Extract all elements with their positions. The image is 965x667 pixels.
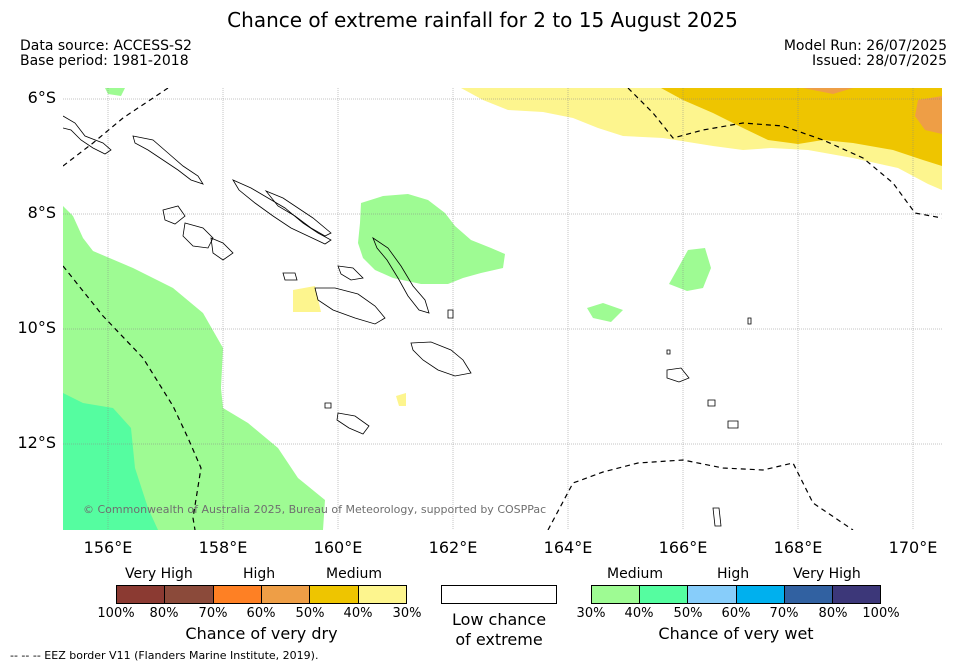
- wet-region-east: [669, 248, 711, 291]
- wet-tick-80: 80%: [818, 606, 848, 621]
- dry-swatch-1: [117, 586, 166, 603]
- low-chance-line2: of extreme: [455, 630, 543, 649]
- lat-label-6s: 6°S: [27, 88, 56, 107]
- island-malaita: [372, 236, 430, 314]
- island-russell: [282, 272, 298, 281]
- dry-tick-30: 30%: [392, 606, 422, 621]
- dry-cat-high: High: [243, 566, 276, 582]
- low-chance-line1: Low chance: [451, 610, 547, 629]
- dry-region-north-mid: [661, 88, 942, 166]
- island-rennell: [336, 412, 370, 435]
- wet-tick-70: 70%: [769, 606, 799, 621]
- wet-cat-high: High: [717, 566, 750, 582]
- wet-region-small: [587, 303, 623, 322]
- dry-tick-70: 70%: [198, 606, 228, 621]
- wet-cat-medium: Medium: [607, 566, 663, 582]
- wet-swatch-3: [688, 586, 737, 603]
- model-run: Model Run: 26/07/2025: [783, 38, 947, 54]
- page-title: Chance of extreme rainfall for 2 to 15 A…: [227, 8, 738, 32]
- lon-label-164e: 164°E: [543, 538, 593, 557]
- island-new-georgia: [162, 205, 186, 225]
- map-panel: © Commonwealth of Australia 2025, Bureau…: [63, 88, 942, 530]
- island-reef: [666, 349, 671, 355]
- dry-swatch-3: [213, 586, 262, 603]
- island-vella: [182, 222, 214, 249]
- dry-cat-very-high: Very High: [125, 566, 193, 582]
- dry-swatch-4: [261, 586, 311, 603]
- island-kolombangara: [210, 237, 234, 261]
- island-vanikoro: [727, 420, 739, 429]
- island-png: [63, 115, 112, 155]
- wet-region-central: [358, 194, 505, 284]
- island-santa-cruz: [666, 367, 690, 383]
- dry-tick-60: 60%: [246, 606, 276, 621]
- wet-tick-40: 40%: [624, 606, 654, 621]
- data-source: Data source: ACCESS-S2: [20, 38, 192, 54]
- lon-label-168e: 168°E: [773, 538, 823, 557]
- wet-tick-30: 30%: [576, 606, 606, 621]
- dry-region-north-high: [915, 96, 942, 134]
- wet-cat-very-high: Very High: [793, 566, 861, 582]
- dry-swatch-5: [310, 586, 359, 603]
- island-bougainville: [132, 135, 204, 185]
- dry-swatch-6: [358, 586, 406, 603]
- eez-png-solomons-west: [63, 265, 202, 530]
- eez-png-solomons-north: [63, 88, 169, 167]
- dry-region-north-high-2: [803, 88, 853, 94]
- lat-label-8s: 8°S: [27, 203, 56, 222]
- lon-label-156e: 156°E: [83, 538, 133, 557]
- dry-region-patch: [293, 286, 321, 312]
- lat-label-10s: 10°S: [17, 318, 56, 337]
- lon-label-160e: 160°E: [313, 538, 363, 557]
- dry-region-patch-2: [396, 393, 406, 406]
- wet-region-west-dark: [63, 393, 158, 530]
- eez-note: -- -- -- EEZ border V11 (Flanders Marine…: [10, 649, 319, 662]
- island-utupua: [707, 399, 716, 407]
- island-ulawa: [447, 309, 454, 319]
- dry-tick-40: 40%: [343, 606, 373, 621]
- lon-label-166e: 166°E: [658, 538, 708, 557]
- wet-region-north: [105, 88, 125, 96]
- wet-tick-100: 100%: [862, 606, 900, 621]
- coastlines: [63, 115, 752, 527]
- lon-label-170e: 170°E: [888, 538, 938, 557]
- rainfall-map: [63, 88, 942, 530]
- lon-label-162e: 162°E: [428, 538, 478, 557]
- wet-swatch-4: [736, 586, 785, 603]
- grid: [63, 88, 942, 530]
- wet-swatch-2: [640, 586, 689, 603]
- island-bellona: [324, 402, 332, 409]
- dry-colorbar: [116, 585, 407, 604]
- dry-swatch-2: [165, 586, 214, 603]
- wet-tick-50: 50%: [673, 606, 703, 621]
- eez-borders: [63, 88, 942, 530]
- dry-tick-80: 80%: [149, 606, 179, 621]
- dry-legend-title: Chance of very dry: [185, 624, 338, 643]
- wet-colorbar: [591, 585, 881, 604]
- island-florida: [337, 265, 364, 281]
- low-chance-swatch: [441, 585, 557, 604]
- wet-swatch-5: [784, 586, 833, 603]
- issued-date: Issued: 28/07/2025: [812, 53, 947, 69]
- island-santa-isabel: [264, 190, 332, 237]
- dry-tick-50: 50%: [295, 606, 325, 621]
- lat-label-12s: 12°S: [17, 433, 56, 452]
- island-duff: [747, 317, 752, 325]
- island-torres: [712, 507, 722, 527]
- dry-cat-medium: Medium: [326, 566, 382, 582]
- wet-legend-title: Chance of very wet: [658, 624, 814, 643]
- dry-tick-100: 100%: [97, 606, 135, 621]
- copyright-notice: © Commonwealth of Australia 2025, Bureau…: [83, 503, 547, 516]
- base-period: Base period: 1981-2018: [20, 53, 189, 69]
- island-makira: [410, 341, 472, 377]
- wet-swatch-1: [592, 586, 641, 603]
- wet-swatch-6: [832, 586, 881, 603]
- wet-tick-60: 60%: [721, 606, 751, 621]
- eez-solomons-tuvalu: [627, 88, 942, 219]
- island-choiseul: [232, 179, 332, 245]
- island-guadalcanal: [314, 287, 386, 325]
- lon-label-158e: 158°E: [198, 538, 248, 557]
- eez-solomons-vanuatu: [547, 459, 854, 530]
